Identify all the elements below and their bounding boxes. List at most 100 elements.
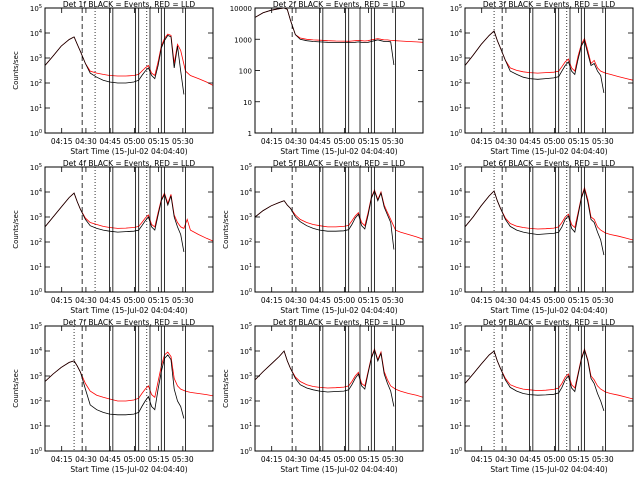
xtick-label: 05:15 <box>358 296 380 305</box>
xtick-label: 04:45 <box>519 296 541 305</box>
chart-title: Det 7f BLACK = Events, RED = LLD <box>63 318 196 327</box>
xtick-label: 04:15 <box>261 137 283 146</box>
xtick-label: 04:15 <box>51 137 73 146</box>
x-axis-label: Start Time (15-Jul-02 04:04:40) <box>490 147 607 156</box>
ytick-label: 100 <box>30 129 42 138</box>
ytick-label: 102 <box>450 79 462 88</box>
xtick-label: 05:00 <box>544 455 566 464</box>
ytick-label: 105 <box>30 322 42 331</box>
xtick-label: 04:15 <box>261 296 283 305</box>
chart-title: Det 5f BLACK = Events, RED = LLD <box>273 159 406 168</box>
ytick-label: 104 <box>240 188 252 197</box>
y-axis-label: Counts/sec <box>222 210 230 249</box>
xtick-label: 04:45 <box>309 137 331 146</box>
xtick-label: 04:30 <box>75 455 97 464</box>
xtick-label: 04:45 <box>99 455 121 464</box>
x-axis-label: Start Time (15-Jul-02 04:04:40) <box>70 306 187 315</box>
series-line-red <box>45 192 213 242</box>
ytick-label: 104 <box>30 188 42 197</box>
x-axis-label: Start Time (15-Jul-02 04:04:40) <box>280 147 397 156</box>
x-axis-label: Start Time (15-Jul-02 04:04:40) <box>280 306 397 315</box>
xtick-label: 05:30 <box>382 455 404 464</box>
ytick-label: 103 <box>240 213 252 222</box>
ytick-label: 102 <box>240 238 252 247</box>
ytick-label: 101 <box>450 104 462 113</box>
xtick-label: 05:00 <box>544 137 566 146</box>
ytick-label: 100 <box>450 447 462 456</box>
ytick-label: 103 <box>240 372 252 381</box>
plot-frame <box>464 166 634 293</box>
series-line-red <box>255 188 423 240</box>
plot-frame <box>464 325 634 452</box>
ytick-label: 105 <box>450 4 462 13</box>
xtick-label: 05:00 <box>124 296 146 305</box>
ytick-label: 100 <box>30 288 42 297</box>
ytick-label: 103 <box>450 372 462 381</box>
chart-panel-7: Det 7f BLACK = Events, RED = LLD 100 101 10… <box>12 318 214 474</box>
ytick-label: 101 <box>30 104 42 113</box>
ytick-label: 101 <box>240 422 252 431</box>
xtick-label: 05:00 <box>124 455 146 464</box>
xtick-label: 05:30 <box>382 296 404 305</box>
plot-frame <box>44 325 214 452</box>
x-axis-label: Start Time (15-Jul-02 04:04:40) <box>70 147 187 156</box>
plot-frame <box>254 325 424 452</box>
ytick-label: 104 <box>450 188 462 197</box>
plot-frame <box>44 7 214 134</box>
series-line-black <box>465 30 605 93</box>
xtick-label: 04:15 <box>51 296 73 305</box>
ytick-label: 103 <box>450 213 462 222</box>
plot-frame <box>254 166 424 293</box>
xtick-label: 04:15 <box>471 296 493 305</box>
series-line-red <box>255 347 423 398</box>
xtick-label: 05:00 <box>544 296 566 305</box>
xtick-label: 04:30 <box>285 137 307 146</box>
ytick-label: 101 <box>450 263 462 272</box>
series-line-black <box>465 348 605 412</box>
ytick-label: 102 <box>30 397 42 406</box>
ytick-label: 105 <box>450 163 462 172</box>
series-line-red <box>465 30 633 81</box>
xtick-label: 04:15 <box>471 137 493 146</box>
ytick-label: 102 <box>30 79 42 88</box>
ytick-label: 10000 <box>230 5 252 13</box>
ytick-label: 1 <box>248 130 252 138</box>
ytick-label: 102 <box>30 238 42 247</box>
chart-title: Det 2f BLACK = Events, RED = LLD <box>273 0 406 9</box>
ytick-label: 104 <box>450 347 462 356</box>
xtick-label: 05:30 <box>592 137 614 146</box>
ytick-label: 104 <box>30 29 42 38</box>
xtick-label: 04:30 <box>495 296 517 305</box>
ytick-label: 101 <box>450 422 462 431</box>
series-line-black <box>255 348 395 407</box>
chart-panel-8: Det 8f BLACK = Events, RED = LLD 100 101 10… <box>222 318 424 474</box>
y-axis-label: Counts/sec <box>222 369 230 408</box>
xtick-label: 05:30 <box>592 455 614 464</box>
chart-panel-4: Det 4f BLACK = Events, RED = LLD 100 101 10… <box>12 159 214 315</box>
xtick-label: 05:15 <box>568 137 590 146</box>
ytick-label: 104 <box>30 347 42 356</box>
xtick-label: 05:30 <box>172 137 194 146</box>
xtick-label: 05:15 <box>568 296 590 305</box>
ytick-label: 101 <box>30 422 42 431</box>
ytick-label: 105 <box>240 163 252 172</box>
chart-panel-2: Det 2f BLACK = Events, RED = LLD 1 10 100 10… <box>230 0 424 156</box>
xtick-label: 04:15 <box>51 455 73 464</box>
ytick-label: 100 <box>239 68 252 76</box>
chart-panel-6: Det 6f BLACK = Events, RED = LLD 100 101 10… <box>450 159 634 315</box>
ytick-label: 100 <box>450 129 462 138</box>
ytick-label: 102 <box>240 397 252 406</box>
y-axis-label: Counts/sec <box>12 210 20 249</box>
xtick-label: 04:30 <box>285 296 307 305</box>
ytick-label: 104 <box>450 29 462 38</box>
plot-frame <box>44 166 214 293</box>
xtick-label: 04:30 <box>495 137 517 146</box>
xtick-label: 04:45 <box>99 137 121 146</box>
xtick-label: 05:30 <box>172 296 194 305</box>
series-line-black <box>45 192 185 252</box>
series-line-black <box>255 189 395 250</box>
xtick-label: 05:15 <box>358 137 380 146</box>
ytick-label: 101 <box>240 263 252 272</box>
ytick-label: 103 <box>30 372 42 381</box>
xtick-label: 05:30 <box>382 137 404 146</box>
